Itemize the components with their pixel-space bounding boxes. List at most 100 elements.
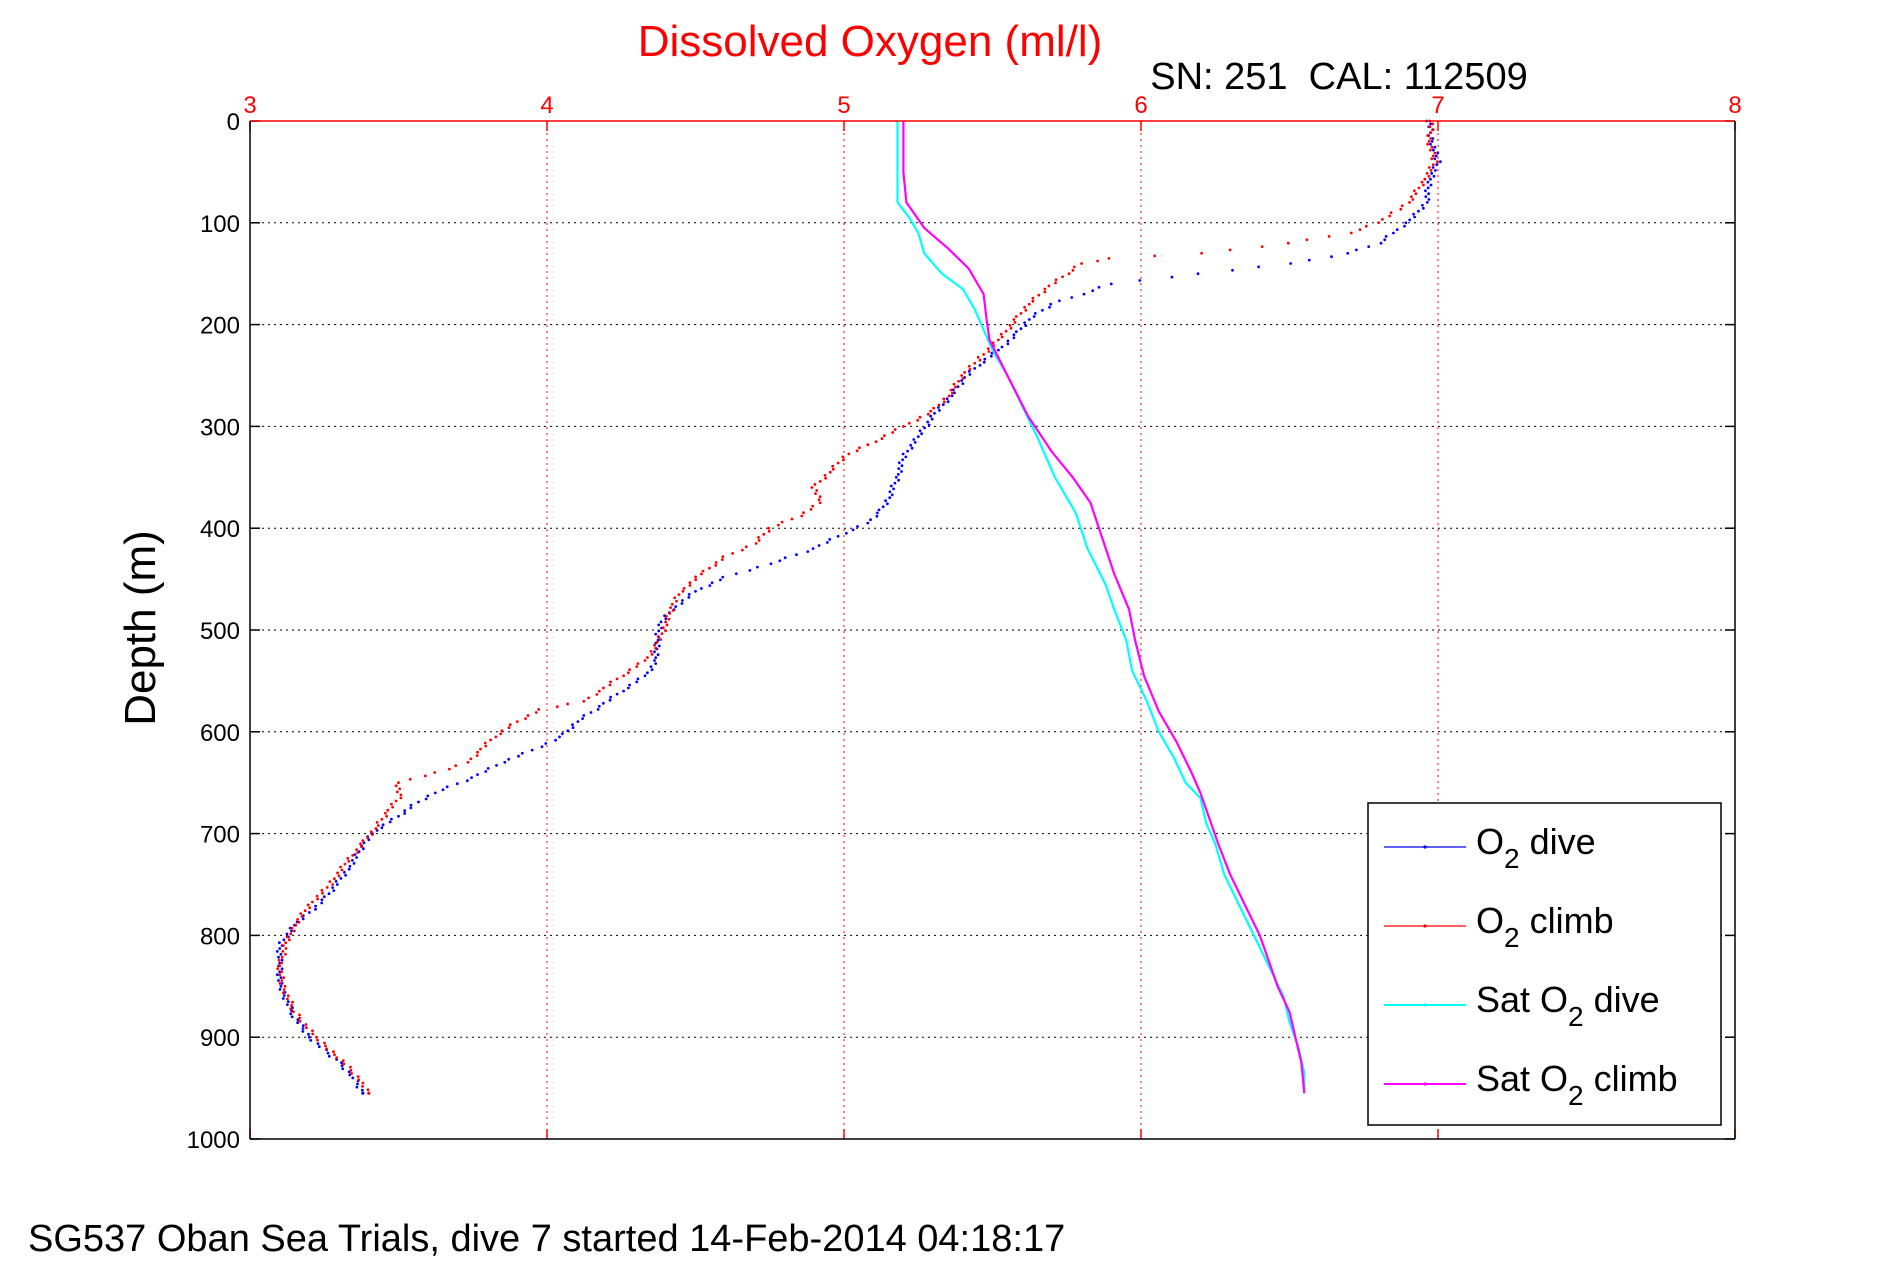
data-point <box>701 569 705 573</box>
data-point <box>576 720 580 723</box>
data-point <box>811 547 815 550</box>
data-point <box>307 1032 310 1036</box>
data-point <box>1000 335 1004 339</box>
data-point <box>324 1044 327 1048</box>
data-point <box>1043 287 1047 291</box>
data-point <box>1423 177 1427 181</box>
data-point <box>951 391 954 395</box>
data-point <box>286 997 289 1001</box>
data-point <box>282 994 286 997</box>
data-point <box>675 599 678 603</box>
data-point <box>340 1061 343 1065</box>
footer-caption: SG537 Oban Sea Trials, dive 7 started 14… <box>28 1218 1065 1260</box>
data-point <box>537 708 541 711</box>
data-point <box>767 529 771 533</box>
data-point <box>851 528 855 532</box>
data-point <box>349 1065 352 1069</box>
data-point <box>290 1004 293 1007</box>
data-point <box>1024 324 1028 327</box>
data-point <box>1388 214 1392 218</box>
data-point <box>314 907 317 911</box>
y-tick-label: 800 <box>200 923 240 950</box>
data-point <box>826 541 829 544</box>
data-point <box>347 867 351 871</box>
data-point <box>366 1088 370 1092</box>
data-point <box>1012 318 1016 321</box>
data-point <box>308 906 312 910</box>
data-point <box>1381 218 1384 221</box>
data-point <box>609 680 612 684</box>
data-point <box>714 564 718 567</box>
data-point <box>340 868 344 872</box>
data-point <box>836 461 840 465</box>
data-point <box>339 877 343 880</box>
data-point <box>929 414 933 418</box>
data-point <box>343 870 346 874</box>
data-point <box>828 470 832 474</box>
data-point <box>930 417 934 421</box>
data-point <box>290 1015 294 1019</box>
data-point <box>332 1050 335 1054</box>
data-point <box>901 458 904 462</box>
data-point <box>308 1035 311 1039</box>
data-point <box>667 617 671 621</box>
data-point <box>558 735 561 739</box>
data-point <box>276 967 280 971</box>
data-point <box>331 883 334 886</box>
data-point <box>987 350 991 353</box>
data-point <box>710 581 714 585</box>
data-point <box>1426 142 1429 146</box>
data-point <box>656 638 660 642</box>
data-point <box>997 348 1000 352</box>
legend-swatch-marker <box>1423 1003 1427 1007</box>
data-point <box>280 979 284 982</box>
data-point <box>1000 345 1004 349</box>
data-point <box>602 686 605 690</box>
data-point <box>653 643 656 647</box>
data-point <box>875 511 879 515</box>
data-point <box>1429 131 1432 135</box>
data-point <box>298 1019 302 1023</box>
data-point <box>721 558 724 561</box>
data-point <box>700 587 703 590</box>
data-point <box>767 526 770 530</box>
data-point <box>1031 299 1035 303</box>
data-point <box>399 796 403 800</box>
series-line <box>902 121 1306 1094</box>
data-point <box>1417 186 1421 190</box>
data-point <box>325 1047 328 1051</box>
data-point <box>362 847 365 851</box>
data-point <box>344 873 347 877</box>
data-point <box>814 492 817 495</box>
data-point <box>650 668 654 672</box>
data-point <box>757 536 760 539</box>
data-point <box>756 565 759 569</box>
data-point <box>361 1091 365 1095</box>
data-point <box>1422 206 1425 210</box>
data-point <box>326 1051 330 1055</box>
data-point <box>926 412 930 416</box>
data-point <box>278 973 282 977</box>
data-point <box>961 377 965 380</box>
data-point <box>1004 329 1008 333</box>
data-point <box>348 864 352 868</box>
data-point <box>1429 148 1432 152</box>
data-point <box>337 874 341 878</box>
data-point <box>289 1007 293 1010</box>
data-point <box>1305 238 1309 242</box>
data-point <box>298 1016 302 1020</box>
data-point <box>1006 342 1010 346</box>
data-point <box>1327 235 1331 238</box>
data-point <box>333 1053 336 1057</box>
legend-label-part: O <box>1476 821 1504 862</box>
data-point <box>1417 209 1420 213</box>
data-point <box>883 434 886 437</box>
data-point <box>355 856 358 859</box>
legend-label: Sat O2 dive <box>1476 979 1660 1032</box>
data-point <box>284 947 288 950</box>
data-point <box>305 1026 308 1030</box>
data-point <box>433 791 437 795</box>
data-point <box>315 894 319 898</box>
data-point <box>1061 275 1064 279</box>
